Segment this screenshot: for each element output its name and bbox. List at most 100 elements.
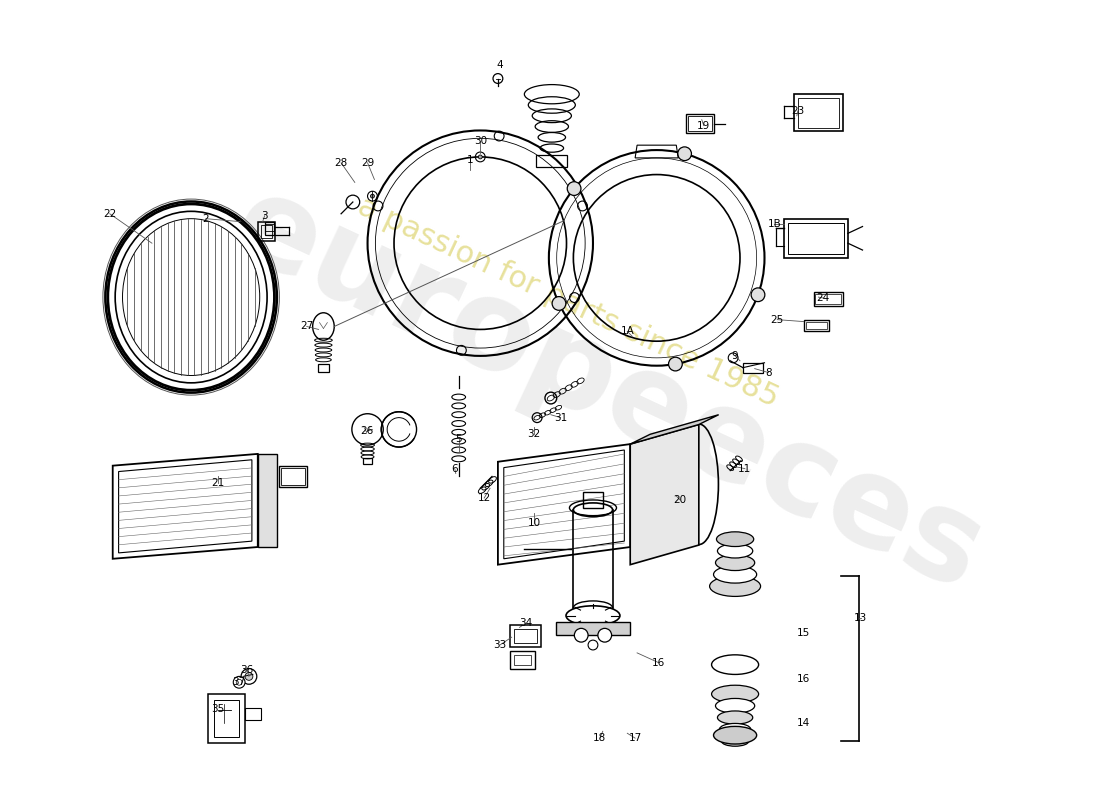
- Text: 12: 12: [477, 493, 491, 503]
- Text: 9: 9: [732, 351, 738, 361]
- Polygon shape: [112, 454, 257, 558]
- Circle shape: [568, 182, 581, 195]
- Ellipse shape: [715, 698, 755, 713]
- Polygon shape: [140, 221, 257, 297]
- Text: 18: 18: [593, 733, 606, 743]
- Bar: [363, 458, 373, 464]
- Ellipse shape: [312, 313, 334, 340]
- Circle shape: [552, 297, 565, 310]
- Ellipse shape: [714, 566, 757, 583]
- Text: 15: 15: [798, 628, 811, 638]
- Ellipse shape: [710, 576, 760, 597]
- Circle shape: [751, 288, 764, 302]
- Text: 32: 32: [528, 430, 541, 439]
- Bar: [257, 222, 275, 242]
- Ellipse shape: [714, 726, 757, 744]
- Ellipse shape: [712, 655, 759, 674]
- Polygon shape: [556, 622, 630, 635]
- Text: 21: 21: [211, 478, 224, 488]
- Bar: [583, 492, 603, 508]
- Circle shape: [371, 194, 374, 198]
- Text: 26: 26: [360, 426, 373, 436]
- Ellipse shape: [719, 723, 751, 735]
- Text: 25: 25: [771, 314, 784, 325]
- Text: 1A: 1A: [620, 326, 635, 336]
- Circle shape: [245, 673, 253, 680]
- Text: 34: 34: [519, 618, 532, 629]
- Text: 31: 31: [554, 413, 568, 422]
- Text: a passion for parts since 1985: a passion for parts since 1985: [353, 191, 783, 413]
- Polygon shape: [257, 454, 277, 547]
- Circle shape: [669, 357, 682, 371]
- Text: 13: 13: [854, 613, 867, 622]
- Text: 3: 3: [262, 210, 268, 221]
- Text: europeeces: europeeces: [213, 163, 1002, 617]
- Circle shape: [678, 147, 692, 161]
- Bar: [213, 700, 239, 737]
- Bar: [536, 155, 568, 166]
- Text: 5: 5: [455, 434, 462, 444]
- Text: 35: 35: [211, 704, 224, 714]
- Text: 37: 37: [232, 678, 245, 687]
- Bar: [265, 222, 274, 235]
- Text: 19: 19: [697, 121, 711, 130]
- Circle shape: [233, 676, 245, 688]
- Bar: [788, 222, 844, 254]
- Ellipse shape: [716, 532, 754, 546]
- Circle shape: [478, 155, 482, 159]
- Text: 16: 16: [798, 674, 811, 684]
- Text: 27: 27: [300, 322, 313, 331]
- Ellipse shape: [717, 711, 752, 724]
- Circle shape: [574, 628, 589, 642]
- Bar: [509, 626, 541, 647]
- Bar: [261, 225, 273, 238]
- Text: 11: 11: [738, 464, 751, 474]
- Bar: [279, 466, 307, 487]
- Bar: [798, 98, 839, 127]
- Bar: [318, 364, 329, 371]
- Ellipse shape: [719, 533, 751, 546]
- Ellipse shape: [712, 686, 759, 703]
- Text: 1B: 1B: [768, 218, 781, 229]
- Text: 8: 8: [766, 367, 772, 378]
- Circle shape: [598, 628, 612, 642]
- Text: 17: 17: [628, 733, 641, 743]
- Text: 33: 33: [493, 640, 506, 650]
- Bar: [742, 362, 762, 373]
- Bar: [514, 630, 537, 643]
- Bar: [514, 655, 531, 665]
- Text: 23: 23: [791, 106, 804, 116]
- Ellipse shape: [106, 202, 277, 393]
- Bar: [509, 651, 535, 669]
- Text: 4: 4: [496, 60, 503, 70]
- Circle shape: [241, 669, 256, 684]
- Ellipse shape: [566, 606, 620, 626]
- Bar: [804, 320, 829, 331]
- Ellipse shape: [573, 601, 613, 614]
- Text: 22: 22: [103, 209, 117, 218]
- Bar: [686, 114, 714, 134]
- Text: 16: 16: [652, 658, 666, 668]
- Text: 30: 30: [474, 136, 487, 146]
- Polygon shape: [630, 414, 718, 444]
- Text: 20: 20: [673, 495, 686, 505]
- Ellipse shape: [717, 544, 752, 558]
- Bar: [815, 294, 840, 304]
- Text: 1: 1: [468, 155, 474, 165]
- Text: 28: 28: [334, 158, 348, 168]
- Bar: [814, 292, 843, 306]
- Text: 29: 29: [361, 158, 374, 168]
- Text: 24: 24: [816, 293, 829, 303]
- Ellipse shape: [722, 736, 749, 746]
- Bar: [282, 468, 305, 486]
- Text: 10: 10: [528, 518, 541, 527]
- Ellipse shape: [715, 555, 755, 570]
- Polygon shape: [630, 425, 698, 565]
- Ellipse shape: [573, 503, 613, 517]
- Text: 2: 2: [202, 214, 209, 224]
- Bar: [688, 116, 712, 131]
- Bar: [245, 708, 261, 719]
- Bar: [784, 218, 848, 258]
- Bar: [208, 694, 245, 743]
- Text: 36: 36: [241, 665, 254, 674]
